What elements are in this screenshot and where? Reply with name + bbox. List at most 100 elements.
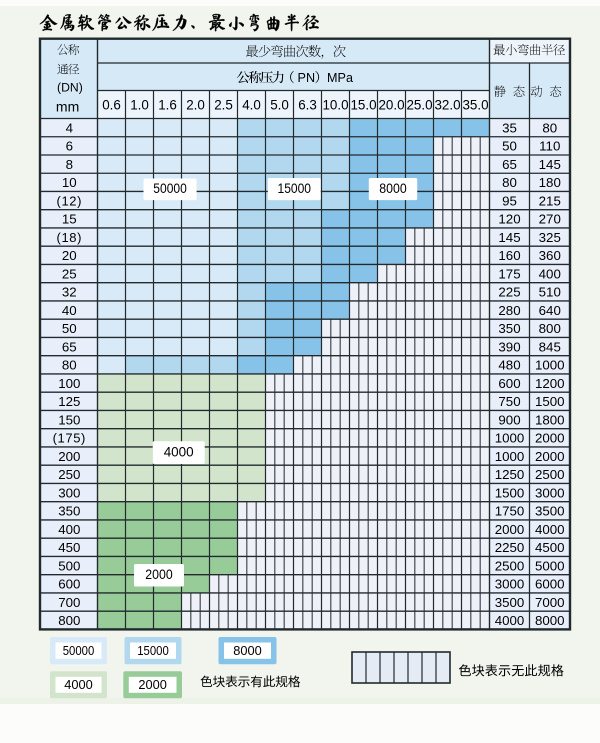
svg-text:110: 110 <box>539 139 560 154</box>
svg-text:25: 25 <box>62 266 77 281</box>
svg-text:640: 640 <box>539 303 561 318</box>
svg-text:mm: mm <box>56 98 79 114</box>
svg-text:225: 225 <box>498 285 520 300</box>
svg-text:180: 180 <box>539 175 561 190</box>
svg-text:1.0: 1.0 <box>130 98 149 113</box>
svg-text:50000: 50000 <box>63 644 95 658</box>
svg-text:160: 160 <box>498 248 520 263</box>
svg-text:10.0: 10.0 <box>322 98 348 113</box>
svg-text:800: 800 <box>539 321 561 336</box>
svg-text:1500: 1500 <box>495 485 525 500</box>
svg-text:1000: 1000 <box>495 449 525 464</box>
svg-text:175: 175 <box>498 266 520 281</box>
svg-text:4000: 4000 <box>64 678 93 692</box>
svg-text:1800: 1800 <box>535 412 565 427</box>
svg-text:500: 500 <box>58 558 80 573</box>
svg-text:510: 510 <box>539 285 561 300</box>
svg-text:2000: 2000 <box>138 678 167 692</box>
svg-text:(175): (175) <box>53 431 86 446</box>
svg-text:600: 600 <box>58 577 80 592</box>
svg-text:4500: 4500 <box>535 540 565 555</box>
svg-text:900: 900 <box>498 412 520 427</box>
svg-text:20.0: 20.0 <box>378 98 404 113</box>
svg-text:350: 350 <box>498 321 520 336</box>
svg-text:1750: 1750 <box>495 504 525 519</box>
svg-text:3000: 3000 <box>495 577 525 592</box>
svg-text:845: 845 <box>539 339 561 354</box>
svg-text:600: 600 <box>498 376 520 391</box>
svg-text:125: 125 <box>58 394 80 409</box>
svg-text:15000: 15000 <box>278 180 312 196</box>
svg-text:8000: 8000 <box>535 613 565 628</box>
svg-text:PN: PN <box>298 71 316 85</box>
svg-text:480: 480 <box>498 358 520 373</box>
svg-text:5.0: 5.0 <box>270 98 289 113</box>
svg-text:270: 270 <box>539 212 561 227</box>
svg-text:32: 32 <box>62 285 77 300</box>
svg-text:2500: 2500 <box>535 467 565 482</box>
svg-text:2500: 2500 <box>495 558 525 573</box>
svg-text:35.0: 35.0 <box>462 98 488 113</box>
svg-text:4000: 4000 <box>164 444 194 460</box>
svg-text:300: 300 <box>58 485 80 500</box>
svg-text:2250: 2250 <box>495 540 525 555</box>
svg-text:6.3: 6.3 <box>298 98 317 113</box>
svg-text:2000: 2000 <box>145 566 173 582</box>
svg-text:750: 750 <box>498 394 520 409</box>
svg-text:2000: 2000 <box>535 449 565 464</box>
svg-text:32.0: 32.0 <box>434 98 460 113</box>
svg-text:1250: 1250 <box>495 467 525 482</box>
svg-text:50: 50 <box>62 321 77 336</box>
svg-text:95: 95 <box>502 193 517 208</box>
svg-text:8000: 8000 <box>233 644 262 658</box>
svg-text:3500: 3500 <box>495 595 525 610</box>
svg-text:100: 100 <box>58 376 80 391</box>
svg-text:35: 35 <box>502 121 517 136</box>
svg-text:200: 200 <box>58 449 80 464</box>
svg-text:20: 20 <box>62 248 77 263</box>
svg-text:80: 80 <box>502 175 517 190</box>
svg-text:5000: 5000 <box>535 558 565 573</box>
svg-text:1000: 1000 <box>535 358 565 373</box>
svg-text:400: 400 <box>58 522 80 537</box>
svg-text:MPa: MPa <box>327 71 353 85</box>
svg-text:50: 50 <box>502 139 517 154</box>
svg-text:15: 15 <box>62 212 77 227</box>
svg-text:8000: 8000 <box>379 180 407 196</box>
svg-text:10: 10 <box>62 175 77 190</box>
svg-text:1200: 1200 <box>535 376 565 391</box>
svg-text:450: 450 <box>58 540 80 555</box>
svg-text:145: 145 <box>539 157 561 172</box>
svg-text:3500: 3500 <box>535 504 565 519</box>
svg-text:700: 700 <box>58 595 80 610</box>
svg-text:7000: 7000 <box>535 595 565 610</box>
svg-text:150: 150 <box>58 412 80 427</box>
svg-text:8: 8 <box>66 157 73 172</box>
svg-text:120: 120 <box>498 212 520 227</box>
svg-text:4.0: 4.0 <box>242 98 261 113</box>
svg-text:215: 215 <box>539 193 561 208</box>
svg-text:15000: 15000 <box>137 644 169 658</box>
svg-text:65: 65 <box>62 339 77 354</box>
svg-text:6000: 6000 <box>535 577 565 592</box>
svg-text:2000: 2000 <box>535 431 565 446</box>
svg-text:1500: 1500 <box>535 394 565 409</box>
svg-text:4000: 4000 <box>535 522 565 537</box>
svg-text:2.5: 2.5 <box>214 98 233 113</box>
svg-text:360: 360 <box>539 248 561 263</box>
svg-text:3000: 3000 <box>535 485 565 500</box>
svg-text:145: 145 <box>498 230 520 245</box>
svg-text:250: 250 <box>58 467 80 482</box>
svg-text:280: 280 <box>498 303 520 318</box>
svg-text:800: 800 <box>58 613 80 628</box>
svg-text:350: 350 <box>58 504 80 519</box>
svg-text:(DN): (DN) <box>57 80 83 94</box>
svg-text:50000: 50000 <box>153 180 187 196</box>
svg-text:(12): (12) <box>57 193 83 208</box>
svg-text:400: 400 <box>539 266 561 281</box>
svg-text:15.0: 15.0 <box>350 98 376 113</box>
svg-text:1.6: 1.6 <box>158 98 177 113</box>
svg-text:325: 325 <box>539 230 561 245</box>
svg-text:25.0: 25.0 <box>406 98 432 113</box>
svg-text:40: 40 <box>62 303 77 318</box>
